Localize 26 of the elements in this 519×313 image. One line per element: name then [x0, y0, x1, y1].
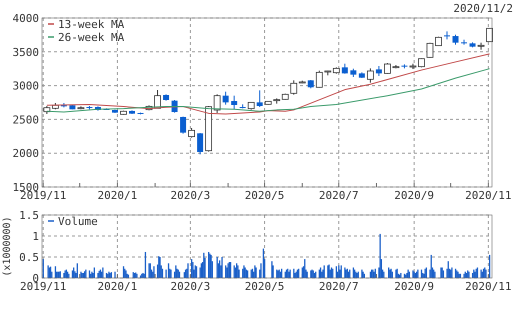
x-tick-label: 2020/5: [244, 189, 284, 202]
legend-label: 13-week MA: [58, 18, 125, 31]
x-tick-label: 2020/1: [98, 189, 138, 202]
y-tick-label: 0.5: [19, 251, 39, 264]
x-tick-label: 2019/11: [20, 280, 66, 293]
x-tick-label: 2020/7: [318, 189, 359, 202]
x-tick-label: 2020/7: [318, 280, 359, 293]
y-tick-label: 3500: [12, 46, 39, 59]
y-tick-label: 3000: [12, 80, 39, 93]
x-tick-label: 2020/1: [98, 280, 138, 293]
y-axis-title: (x1000000): [2, 216, 13, 277]
legend-label: 26-week MA: [58, 31, 125, 44]
x-tick-label: 2020/5: [244, 280, 284, 293]
x-tick-label: 2020/3: [170, 189, 210, 202]
y-tick-label: 1: [32, 230, 39, 243]
legend-label: Volume: [58, 215, 98, 228]
x-tick-label: 2020/11: [465, 280, 512, 293]
y-tick-label: 2500: [12, 113, 39, 126]
x-tick-label: 2020/11: [465, 189, 512, 202]
x-tick-label: 2020/3: [170, 280, 210, 293]
x-tick-label: 2020/9: [394, 189, 434, 202]
y-tick-label: 4000: [12, 12, 39, 25]
y-tick-label: 2000: [12, 147, 39, 160]
y-tick-label: 1.5: [19, 209, 39, 222]
x-tick-label: 2020/9: [394, 280, 434, 293]
text: 2020/11/2: [453, 2, 513, 15]
